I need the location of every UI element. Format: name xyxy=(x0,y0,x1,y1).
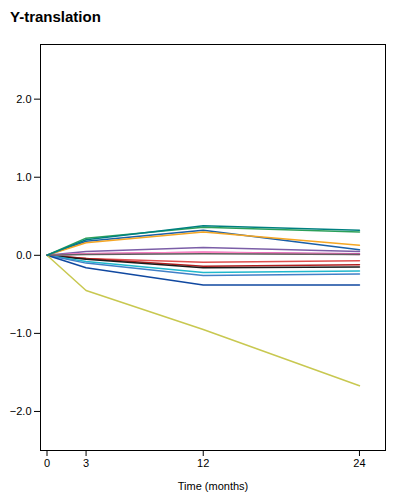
svg-text:−2.0: −2.0 xyxy=(10,405,32,417)
svg-text:24: 24 xyxy=(353,457,365,469)
svg-text:−1.0: −1.0 xyxy=(10,327,32,339)
svg-text:12: 12 xyxy=(197,457,209,469)
svg-text:0: 0 xyxy=(44,457,50,469)
html-text:Y-translation: Y-translation xyxy=(10,8,101,25)
svg-text:2.0: 2.0 xyxy=(16,93,31,105)
svg-text:Time (months): Time (months) xyxy=(178,480,249,492)
svg-text:3: 3 xyxy=(83,457,89,469)
svg-text:1.0: 1.0 xyxy=(16,171,31,183)
svg-text:0.0: 0.0 xyxy=(16,249,31,261)
